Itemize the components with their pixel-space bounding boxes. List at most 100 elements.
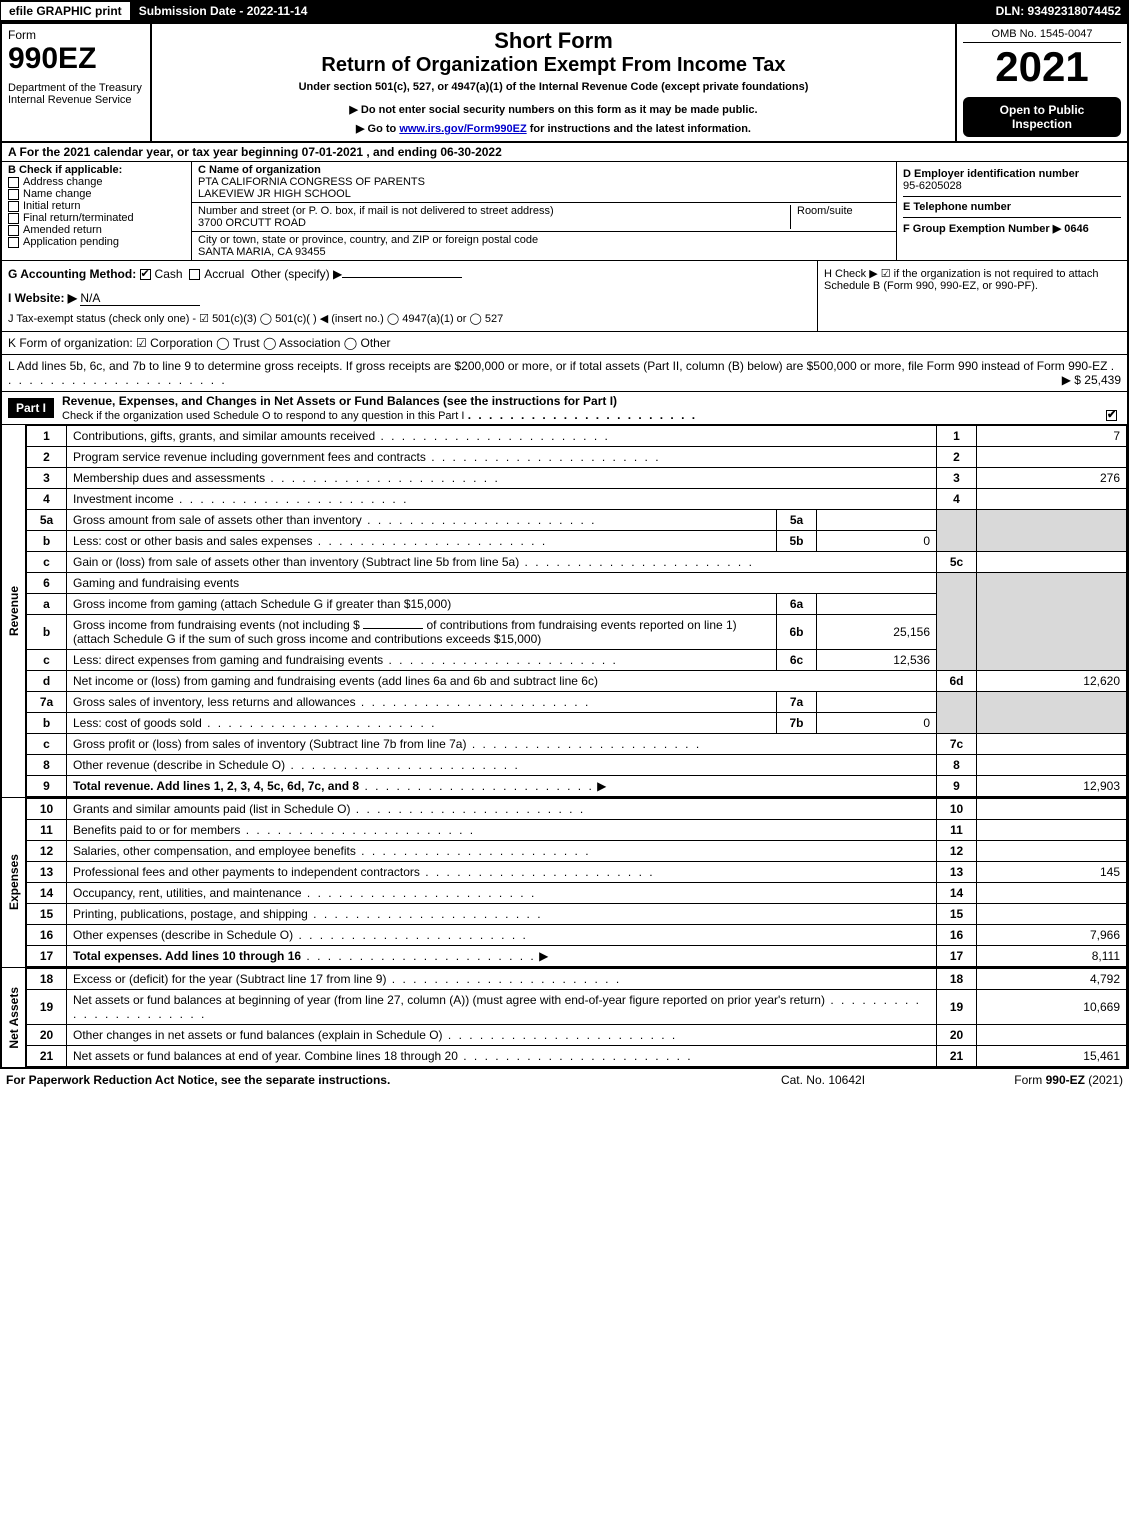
row-gh: G Accounting Method: Cash Accrual Other … bbox=[2, 261, 1127, 332]
footer-left: For Paperwork Reduction Act Notice, see … bbox=[6, 1073, 390, 1087]
line-19: 19Net assets or fund balances at beginni… bbox=[27, 990, 1127, 1025]
efile-print-button[interactable]: efile GRAPHIC print bbox=[0, 1, 131, 21]
expenses-vlabel: Expenses bbox=[7, 854, 21, 910]
line-11: 11Benefits paid to or for members11 bbox=[27, 820, 1127, 841]
expenses-table: 10Grants and similar amounts paid (list … bbox=[26, 798, 1127, 967]
line-1: 1Contributions, gifts, grants, and simil… bbox=[27, 426, 1127, 447]
header-left: Form 990EZ Department of the Treasury In… bbox=[2, 24, 152, 141]
row-h: H Check ▶ ☑ if the organization is not r… bbox=[817, 261, 1127, 331]
footer: For Paperwork Reduction Act Notice, see … bbox=[0, 1069, 1129, 1091]
row-l-amt: ▶ $ 25,439 bbox=[1062, 373, 1121, 387]
top-bar: efile GRAPHIC print Submission Date - 20… bbox=[0, 0, 1129, 22]
netassets-table: 18Excess or (deficit) for the year (Subt… bbox=[26, 968, 1127, 1067]
city: SANTA MARIA, CA 93455 bbox=[198, 246, 890, 258]
line-5a: 5aGross amount from sale of assets other… bbox=[27, 510, 1127, 531]
d-hdr: D Employer identification number bbox=[903, 168, 1079, 180]
col-def: D Employer identification number 95-6205… bbox=[897, 162, 1127, 260]
line-3: 3Membership dues and assessments3276 bbox=[27, 468, 1127, 489]
c-hdr: C Name of organization bbox=[198, 164, 321, 176]
netassets-vlabel: Net Assets bbox=[7, 987, 21, 1049]
omb: OMB No. 1545-0047 bbox=[963, 28, 1121, 43]
ein: 95-6205028 bbox=[903, 180, 962, 192]
open-to-public: Open to Public Inspection bbox=[963, 97, 1121, 137]
line-8: 8Other revenue (describe in Schedule O)8 bbox=[27, 755, 1127, 776]
line-9: 9Total revenue. Add lines 1, 2, 3, 4, 5c… bbox=[27, 776, 1127, 797]
col-b-hdr: B Check if applicable: bbox=[8, 164, 122, 176]
b-final-return: Final return/terminated bbox=[23, 212, 134, 224]
b-address-change: Address change bbox=[23, 176, 103, 188]
line-10: 10Grants and similar amounts paid (list … bbox=[27, 799, 1127, 820]
expenses-section: Expenses 10Grants and similar amounts pa… bbox=[2, 798, 1127, 968]
part1-label: Part I bbox=[8, 398, 54, 418]
part1-title: Revenue, Expenses, and Changes in Net As… bbox=[62, 394, 617, 408]
form-outer: Form 990EZ Department of the Treasury In… bbox=[0, 22, 1129, 1069]
note-link: ▶ Go to www.irs.gov/Form990EZ for instru… bbox=[158, 122, 949, 135]
line-4: 4Investment income4 bbox=[27, 489, 1127, 510]
g-other: Other (specify) ▶ bbox=[251, 267, 342, 281]
website-value: N/A bbox=[80, 291, 200, 306]
line-5c: cGain or (loss) from sale of assets othe… bbox=[27, 552, 1127, 573]
subtitle: Under section 501(c), 527, or 4947(a)(1)… bbox=[158, 81, 949, 93]
row-a-tax-year: A For the 2021 calendar year, or tax yea… bbox=[2, 143, 1127, 162]
irs-link[interactable]: www.irs.gov/Form990EZ bbox=[399, 123, 526, 135]
line-13: 13Professional fees and other payments t… bbox=[27, 862, 1127, 883]
header-right: OMB No. 1545-0047 2021 Open to Public In… bbox=[957, 24, 1127, 141]
part1-check: Check if the organization used Schedule … bbox=[62, 410, 464, 422]
note-ssn: ▶ Do not enter social security numbers o… bbox=[158, 103, 949, 116]
org-name-1: PTA CALIFORNIA CONGRESS OF PARENTS bbox=[198, 176, 890, 188]
section-bcd: B Check if applicable: Address change Na… bbox=[2, 162, 1127, 261]
g-label: G Accounting Method: bbox=[8, 267, 136, 281]
i-label: I Website: ▶ bbox=[8, 291, 77, 305]
org-name-2: LAKEVIEW JR HIGH SCHOOL bbox=[198, 188, 890, 200]
revenue-vlabel: Revenue bbox=[7, 586, 21, 636]
form-number: 990EZ bbox=[8, 42, 144, 76]
b-application-pending: Application pending bbox=[23, 236, 119, 248]
row-j: J Tax-exempt status (check only one) - ☑… bbox=[8, 312, 811, 325]
line-17: 17Total expenses. Add lines 10 through 1… bbox=[27, 946, 1127, 967]
row-k: K Form of organization: ☑ Corporation ◯ … bbox=[2, 332, 1127, 355]
footer-cat: Cat. No. 10642I bbox=[723, 1073, 923, 1087]
dept-treasury: Department of the Treasury bbox=[8, 82, 144, 94]
line-6d: dNet income or (loss) from gaming and fu… bbox=[27, 671, 1127, 692]
col-c: C Name of organization PTA CALIFORNIA CO… bbox=[192, 162, 897, 260]
revenue-section: Revenue 1Contributions, gifts, grants, a… bbox=[2, 425, 1127, 798]
line-6: 6Gaming and fundraising events bbox=[27, 573, 1127, 594]
line-12: 12Salaries, other compensation, and empl… bbox=[27, 841, 1127, 862]
line-15: 15Printing, publications, postage, and s… bbox=[27, 904, 1127, 925]
row-l: L Add lines 5b, 6c, and 7b to line 9 to … bbox=[2, 355, 1127, 392]
line-7a: 7aGross sales of inventory, less returns… bbox=[27, 692, 1127, 713]
short-form-title: Short Form bbox=[158, 28, 949, 54]
revenue-table: 1Contributions, gifts, grants, and simil… bbox=[26, 425, 1127, 797]
line-16: 16Other expenses (describe in Schedule O… bbox=[27, 925, 1127, 946]
form-header: Form 990EZ Department of the Treasury In… bbox=[2, 24, 1127, 143]
irs: Internal Revenue Service bbox=[8, 94, 144, 106]
g-cash: Cash bbox=[155, 267, 183, 281]
submission-date: Submission Date - 2022-11-14 bbox=[131, 2, 316, 20]
b-initial-return: Initial return bbox=[23, 200, 80, 212]
city-hdr: City or town, state or province, country… bbox=[198, 234, 890, 246]
line-2: 2Program service revenue including gover… bbox=[27, 447, 1127, 468]
line-18: 18Excess or (deficit) for the year (Subt… bbox=[27, 969, 1127, 990]
footer-form: Form 990-EZ (2021) bbox=[923, 1073, 1123, 1087]
b-amended-return: Amended return bbox=[23, 224, 102, 236]
b-name-change: Name change bbox=[23, 188, 92, 200]
netassets-section: Net Assets 18Excess or (deficit) for the… bbox=[2, 968, 1127, 1067]
g-accrual: Accrual bbox=[204, 267, 244, 281]
row-l-text: L Add lines 5b, 6c, and 7b to line 9 to … bbox=[8, 359, 1107, 373]
line-21: 21Net assets or fund balances at end of … bbox=[27, 1046, 1127, 1067]
header-middle: Short Form Return of Organization Exempt… bbox=[152, 24, 957, 141]
main-title: Return of Organization Exempt From Incom… bbox=[158, 54, 949, 77]
form-word: Form bbox=[8, 28, 144, 42]
e-hdr: E Telephone number bbox=[903, 201, 1011, 213]
line-20: 20Other changes in net assets or fund ba… bbox=[27, 1025, 1127, 1046]
col-b: B Check if applicable: Address change Na… bbox=[2, 162, 192, 260]
line-14: 14Occupancy, rent, utilities, and mainte… bbox=[27, 883, 1127, 904]
room-hdr: Room/suite bbox=[797, 205, 890, 217]
dln: DLN: 93492318074452 bbox=[988, 2, 1129, 20]
f-hdr: F Group Exemption Number ▶ 0646 bbox=[903, 223, 1089, 235]
addr: 3700 ORCUTT ROAD bbox=[198, 217, 790, 229]
line-7c: cGross profit or (loss) from sales of in… bbox=[27, 734, 1127, 755]
addr-hdr: Number and street (or P. O. box, if mail… bbox=[198, 205, 790, 217]
tax-year: 2021 bbox=[963, 43, 1121, 91]
part1-header: Part I Revenue, Expenses, and Changes in… bbox=[2, 392, 1127, 425]
